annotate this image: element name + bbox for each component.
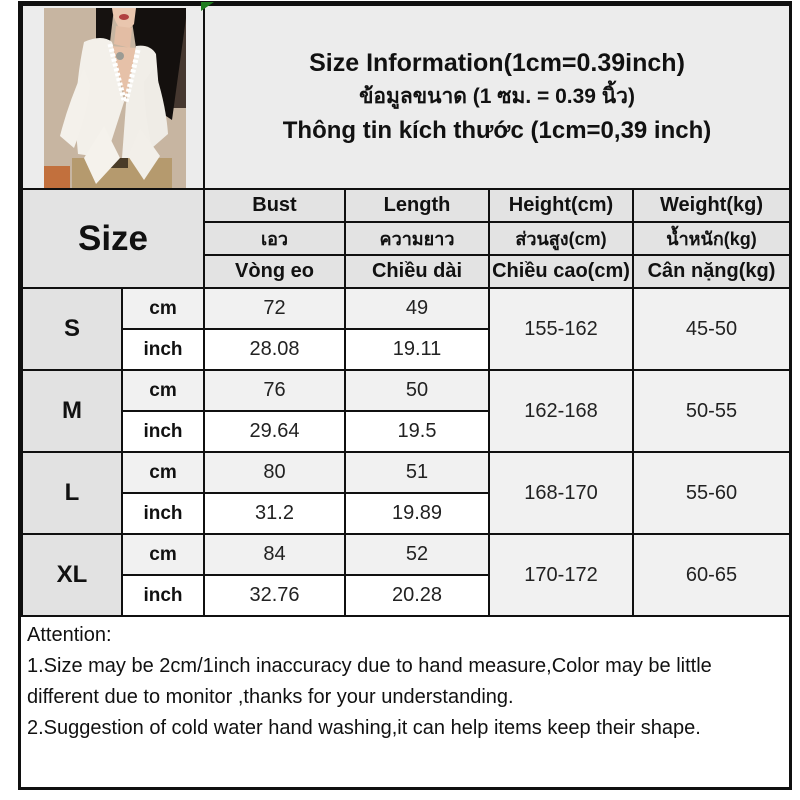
col-header-weight-vi: Cân nặng(kg) [631,254,792,289]
size-table: Size Information(1cm=0.39inch) ข้อมูลขนา… [21,4,792,617]
col-header-weight-en: Weight(kg) [631,188,792,223]
bust-inch-xl: 32.76 [203,574,346,617]
title-cell: Size Information(1cm=0.39inch) ข้อมูลขนา… [202,4,792,190]
col-header-bust-th: เอว [203,221,346,256]
product-photo [44,7,186,187]
length-cm-l: 51 [344,451,490,494]
bust-cm-s: 72 [203,287,346,330]
bust-cm-l: 80 [203,451,346,494]
weight-range-m: 50-55 [631,369,792,453]
col-header-length-th: ความยาว [344,221,490,256]
weight-range-l: 55-60 [631,451,792,535]
unit-cm-label: cm [121,451,205,494]
bust-inch-s: 28.08 [203,328,346,371]
length-inch-m: 19.5 [344,410,490,453]
bust-cm-xl: 84 [203,533,346,576]
size-label-l: L [21,451,123,535]
weight-range-xl: 60-65 [631,533,792,617]
length-cm-xl: 52 [344,533,490,576]
col-header-height-th: ส่วนสูง(cm) [488,221,634,256]
size-label-s: S [21,287,123,371]
unit-cm-label: cm [121,533,205,576]
unit-inch-label: inch [121,328,205,371]
height-range-s: 155-162 [488,287,634,371]
unit-cm-label: cm [121,369,205,412]
length-inch-l: 19.89 [344,492,490,535]
col-header-bust-vi: Vòng eo [203,254,346,289]
length-cm-m: 50 [344,369,490,412]
length-cm-s: 49 [344,287,490,330]
size-corner-label: Size [21,188,205,289]
unit-cm-label: cm [121,287,205,330]
bust-inch-m: 29.64 [203,410,346,453]
bust-inch-l: 31.2 [203,492,346,535]
col-header-height-vi: Chiều cao(cm) [488,254,634,289]
col-header-length-en: Length [344,188,490,223]
title-en: Size Information(1cm=0.39inch) [309,49,685,77]
length-inch-s: 19.11 [344,328,490,371]
attention-note-1: 1.Size may be 2cm/1inch inaccuracy due t… [27,655,712,708]
col-header-weight-th: น้ำหนัก(kg) [631,221,792,256]
size-label-xl: XL [21,533,123,617]
attention-heading: Attention: [27,624,112,646]
length-inch-xl: 20.28 [344,574,490,617]
col-header-bust-en: Bust [203,188,346,223]
height-range-xl: 170-172 [488,533,634,617]
size-label-m: M [21,369,123,453]
attention-note-2: 2.Suggestion of cold water hand washing,… [27,717,701,739]
col-header-length-vi: Chiều dài [344,254,490,289]
height-range-l: 168-170 [488,451,634,535]
height-range-m: 162-168 [488,369,634,453]
bust-cm-m: 76 [203,369,346,412]
title-vi: Thông tin kích thước (1cm=0,39 inch) [282,117,712,144]
title-th: ข้อมูลขนาด (1 ซม. = 0.39 นิ้ว) [359,85,635,108]
unit-inch-label: inch [121,574,205,617]
col-header-height-en: Height(cm) [488,188,634,223]
unit-inch-label: inch [121,410,205,453]
weight-range-s: 45-50 [631,287,792,371]
chart-frame: Size Information(1cm=0.39inch) ข้อมูลขนา… [18,1,792,790]
product-photo-cell [21,4,205,190]
attention-notes: Attention: 1.Size may be 2cm/1inch inacc… [21,617,789,787]
unit-inch-label: inch [121,492,205,535]
